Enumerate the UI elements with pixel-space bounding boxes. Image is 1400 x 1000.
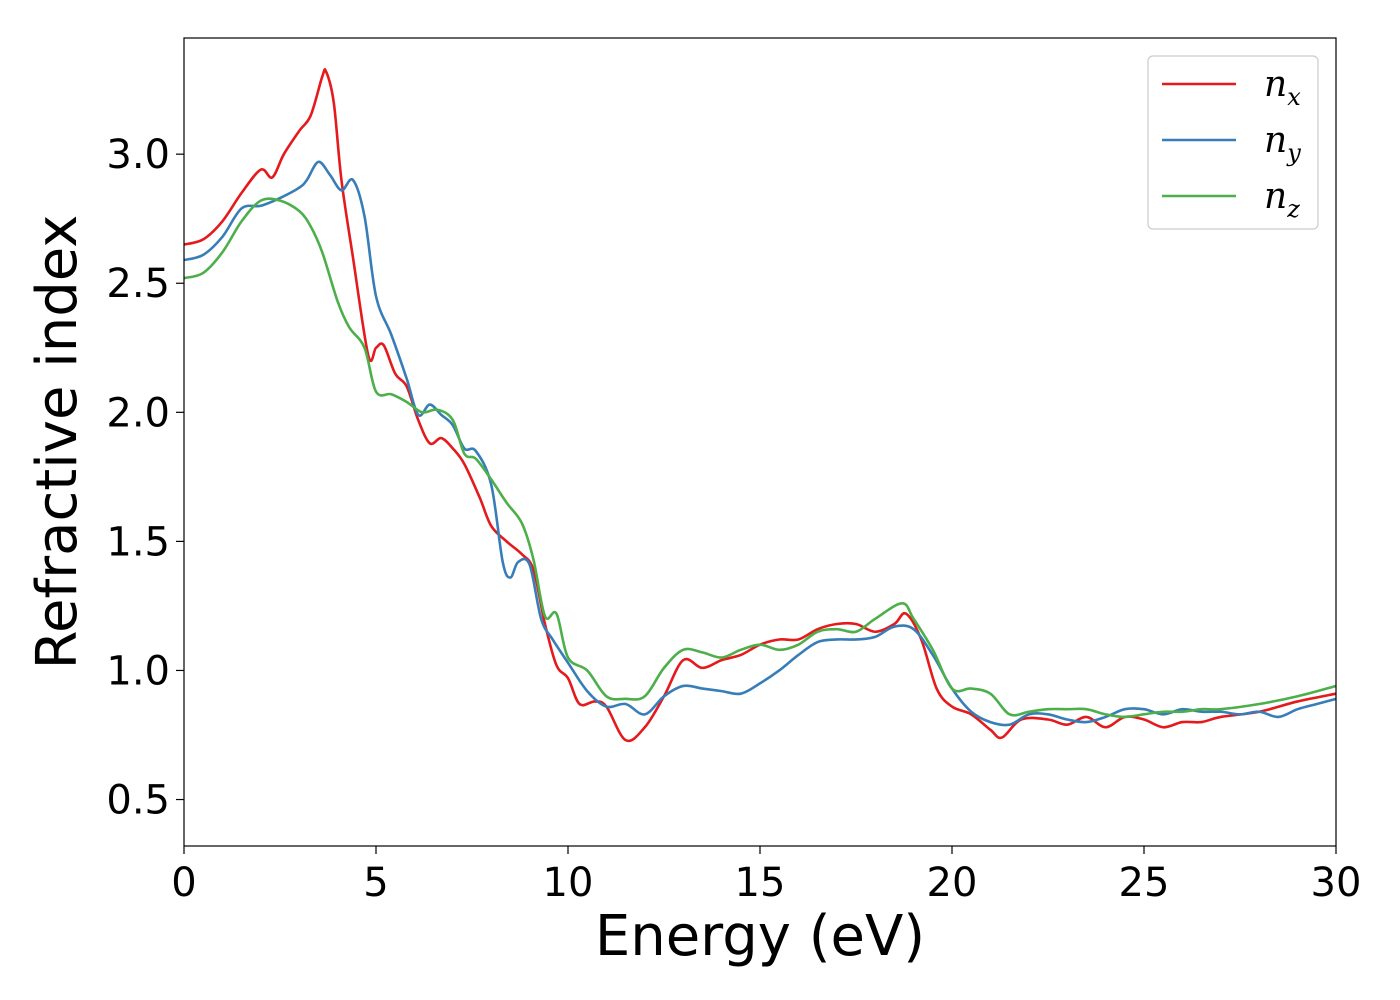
legend-label-nz: nz xyxy=(1264,176,1300,223)
x-tick-label: 25 xyxy=(1119,860,1170,906)
series-layer xyxy=(183,68,1337,743)
y-axis: 0.5 1.0 1.5 2.0 2.5 3.0 xyxy=(106,132,184,824)
x-tick-label: 15 xyxy=(735,860,786,906)
legend-label-ny: ny xyxy=(1264,120,1301,167)
series-line-nz xyxy=(183,197,1337,719)
y-tick-label: 2.0 xyxy=(106,390,170,436)
y-tick-label: 3.0 xyxy=(106,132,170,178)
y-axis-title: Refractive index xyxy=(25,215,90,670)
x-axis-title: Energy (eV) xyxy=(595,904,925,969)
series-line-ny xyxy=(183,160,1337,727)
x-tick-label: 0 xyxy=(171,860,196,906)
legend-box xyxy=(1147,55,1319,230)
plot-area xyxy=(184,38,1336,846)
x-axis: 0 5 10 15 20 25 30 xyxy=(171,846,1361,906)
y-tick-label: 1.0 xyxy=(106,648,170,694)
legend: nx ny nz xyxy=(1147,55,1319,230)
y-tick-label: 2.5 xyxy=(106,261,170,307)
legend-label-nx: nx xyxy=(1264,64,1301,111)
x-tick-label: 30 xyxy=(1311,860,1362,906)
x-tick-label: 20 xyxy=(927,860,978,906)
series-line-nx xyxy=(183,68,1337,743)
y-tick-label: 0.5 xyxy=(106,778,170,824)
x-tick-label: 10 xyxy=(543,860,594,906)
x-tick-label: 5 xyxy=(363,860,388,906)
y-tick-label: 1.5 xyxy=(106,519,170,565)
